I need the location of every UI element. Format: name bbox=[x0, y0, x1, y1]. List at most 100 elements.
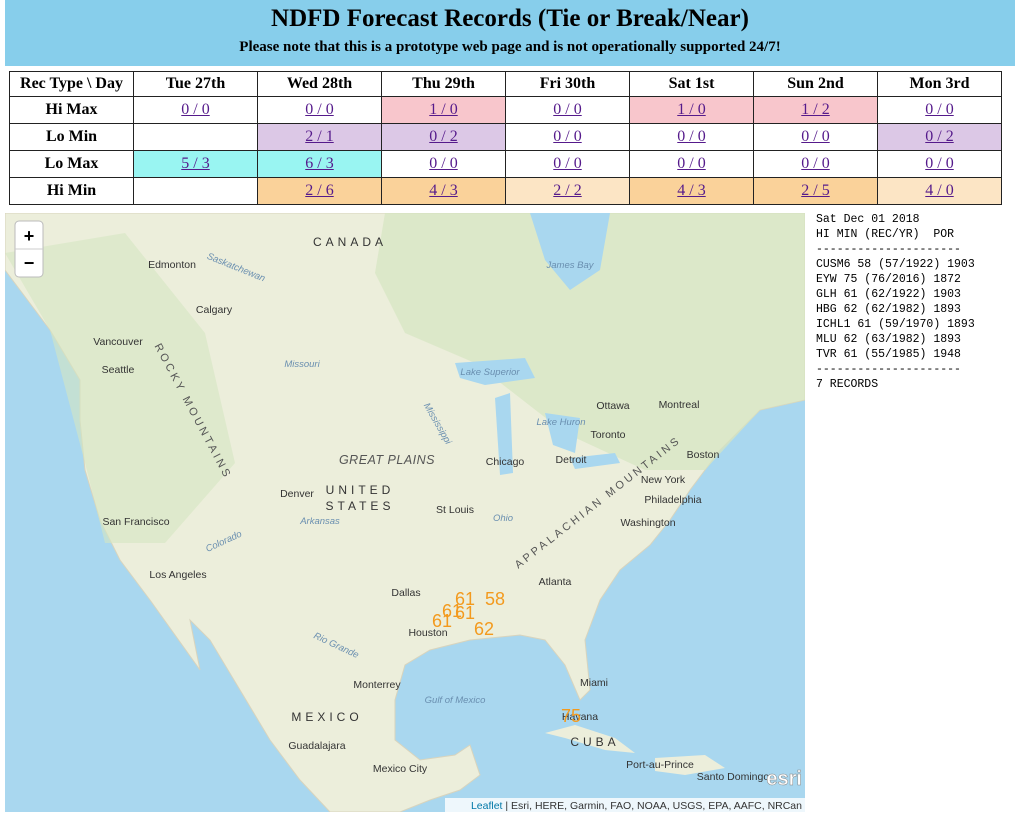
panel-line: MLU 62 (63/1982) 1893 bbox=[816, 333, 961, 346]
forest bbox=[5, 233, 235, 543]
record-cell: 4 / 3 bbox=[381, 177, 506, 205]
panel-line: --------------------- bbox=[816, 243, 961, 256]
column-header: Sun 2nd bbox=[753, 71, 878, 97]
place-label: UNITED bbox=[326, 483, 395, 497]
place-label: Havana bbox=[562, 711, 598, 723]
panel-line: EYW 75 (76/2016) 1872 bbox=[816, 273, 961, 286]
record-link[interactable]: 0 / 0 bbox=[677, 155, 706, 172]
record-link[interactable]: 0 / 0 bbox=[801, 128, 830, 145]
panel-line: 7 RECORDS bbox=[816, 378, 879, 391]
column-header: Wed 28th bbox=[257, 71, 382, 97]
record-link[interactable]: 0 / 0 bbox=[801, 155, 830, 172]
place-label: Gulf of Mexico bbox=[425, 695, 486, 706]
record-link[interactable]: 0 / 2 bbox=[925, 128, 954, 145]
place-label: Montreal bbox=[659, 399, 700, 411]
place-label: Vancouver bbox=[93, 336, 143, 348]
hispaniola bbox=[655, 755, 725, 775]
record-link[interactable]: 1 / 2 bbox=[801, 101, 830, 118]
record-link[interactable]: 0 / 0 bbox=[677, 128, 706, 145]
row-label: Hi Max bbox=[9, 96, 134, 124]
header: NDFD Forecast Records (Tie or Break/Near… bbox=[5, 0, 1015, 66]
zoom-out[interactable]: − bbox=[24, 253, 35, 273]
table-row: Hi Min 2 / 6 4 / 3 2 / 2 4 / 3 2 / 5 4 / 0 bbox=[9, 177, 1002, 205]
record-cell: 1 / 0 bbox=[381, 96, 506, 124]
record-link[interactable]: 2 / 2 bbox=[553, 182, 582, 199]
record-link[interactable]: 1 / 0 bbox=[677, 101, 706, 118]
lake bbox=[455, 358, 535, 385]
record-link[interactable]: 0 / 0 bbox=[553, 128, 582, 145]
column-header: Fri 30th bbox=[505, 71, 630, 97]
row-label: Lo Max bbox=[9, 150, 134, 178]
place-label: New York bbox=[641, 474, 686, 486]
place-label: Lake Huron bbox=[536, 417, 585, 428]
place-label: CANADA bbox=[313, 235, 387, 249]
record-link[interactable]: 0 / 0 bbox=[181, 101, 210, 118]
record-cell: 0 / 0 bbox=[877, 150, 1002, 178]
record-link[interactable]: 0 / 0 bbox=[429, 155, 458, 172]
place-label: Arkansas bbox=[299, 516, 340, 527]
place-label: Washington bbox=[620, 517, 675, 529]
record-link[interactable]: 0 / 0 bbox=[553, 155, 582, 172]
place-label: Dallas bbox=[391, 587, 420, 599]
record-marker[interactable]: 61 bbox=[442, 601, 462, 621]
place-label: Los Angeles bbox=[149, 569, 206, 581]
record-cell: 4 / 3 bbox=[629, 177, 754, 205]
panel-line: GLH 61 (62/1922) 1903 bbox=[816, 288, 961, 301]
place-label: Guadalajara bbox=[288, 740, 345, 752]
record-marker[interactable]: 62 bbox=[474, 619, 494, 639]
record-marker[interactable]: 61 bbox=[432, 611, 452, 631]
record-marker[interactable]: 75 bbox=[561, 706, 581, 726]
place-label: Miami bbox=[580, 677, 608, 689]
column-header: Tue 27th bbox=[133, 71, 258, 97]
place-label: Missouri bbox=[284, 359, 320, 370]
esri-logo: esri bbox=[766, 768, 802, 790]
record-marker[interactable]: 58 bbox=[485, 589, 505, 609]
place-label: San Francisco bbox=[102, 516, 169, 528]
record-cell: 0 / 0 bbox=[505, 123, 630, 151]
record-cell: 5 / 3 bbox=[133, 150, 258, 178]
record-link[interactable]: 6 / 3 bbox=[305, 155, 334, 172]
record-link[interactable]: 0 / 0 bbox=[925, 101, 954, 118]
record-link[interactable]: 0 / 0 bbox=[925, 155, 954, 172]
record-cell: 0 / 0 bbox=[505, 96, 630, 124]
record-marker[interactable]: 61 bbox=[455, 603, 475, 623]
panel-line: ICHL1 61 (59/1970) 1893 bbox=[816, 318, 975, 331]
attribution-text: | Esri, HERE, Garmin, FAO, NOAA, USGS, E… bbox=[505, 800, 802, 812]
panel-line: HBG 62 (62/1982) 1893 bbox=[816, 303, 961, 316]
record-link[interactable]: 0 / 0 bbox=[553, 101, 582, 118]
records-panel: Sat Dec 01 2018 HI MIN (REC/YR) POR ------… bbox=[816, 212, 975, 392]
record-cell: 2 / 2 bbox=[505, 177, 630, 205]
leaflet-link[interactable]: Leaflet bbox=[471, 800, 503, 812]
panel-line: HI MIN (REC/YR) POR bbox=[816, 228, 955, 241]
record-link[interactable]: 5 / 3 bbox=[181, 155, 210, 172]
place-label: Port-au-Prince bbox=[626, 759, 694, 771]
place-label: Calgary bbox=[196, 304, 233, 316]
record-cell: 0 / 0 bbox=[877, 96, 1002, 124]
record-link[interactable]: 0 / 2 bbox=[429, 128, 458, 145]
record-cell: 0 / 0 bbox=[133, 96, 258, 124]
record-cell: 1 / 0 bbox=[629, 96, 754, 124]
forest bbox=[375, 213, 805, 470]
zoom-in[interactable]: + bbox=[24, 226, 35, 246]
record-link[interactable]: 4 / 3 bbox=[429, 182, 458, 199]
record-link[interactable]: 0 / 0 bbox=[305, 101, 334, 118]
record-link[interactable]: 1 / 0 bbox=[429, 101, 458, 118]
record-link[interactable]: 4 / 0 bbox=[925, 182, 954, 199]
record-marker[interactable]: 61 bbox=[455, 589, 475, 609]
record-cell: 2 / 6 bbox=[257, 177, 382, 205]
column-header: Rec Type \ Day bbox=[9, 71, 134, 97]
record-cell: 0 / 0 bbox=[381, 150, 506, 178]
record-cell bbox=[133, 123, 258, 151]
record-link[interactable]: 4 / 3 bbox=[677, 182, 706, 199]
record-link[interactable]: 2 / 5 bbox=[801, 182, 830, 199]
place-label: MEXICO bbox=[291, 710, 362, 724]
place-label: Atlanta bbox=[539, 576, 572, 588]
place-label: Philadelphia bbox=[644, 494, 701, 506]
record-link[interactable]: 2 / 1 bbox=[305, 128, 334, 145]
record-cell: 1 / 2 bbox=[753, 96, 878, 124]
place-label: Boston bbox=[687, 449, 720, 461]
table-row: Lo Min 2 / 1 0 / 2 0 / 0 0 / 0 0 / 0 0 / 2 bbox=[9, 123, 1002, 151]
record-link[interactable]: 2 / 6 bbox=[305, 182, 334, 199]
place-label: Edmonton bbox=[148, 259, 196, 271]
